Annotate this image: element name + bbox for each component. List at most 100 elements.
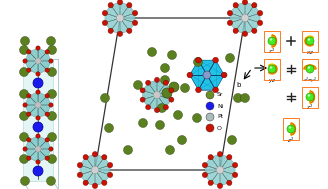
Circle shape [20,36,30,46]
Circle shape [252,2,257,8]
Circle shape [234,94,242,102]
Circle shape [20,177,30,185]
Circle shape [48,67,56,77]
Bar [302,30,318,51]
Polygon shape [190,60,224,90]
Circle shape [133,81,142,90]
Circle shape [208,155,213,160]
Circle shape [108,2,113,8]
Circle shape [48,154,56,163]
Circle shape [49,147,53,151]
Circle shape [91,166,99,174]
Circle shape [289,126,291,129]
Circle shape [45,112,49,116]
Circle shape [270,66,272,69]
Polygon shape [25,92,51,118]
Circle shape [36,72,40,76]
Circle shape [92,183,98,188]
Circle shape [117,31,123,36]
Circle shape [157,104,167,112]
Circle shape [233,172,238,177]
Circle shape [233,2,238,8]
Circle shape [306,37,314,45]
Circle shape [116,14,124,22]
Circle shape [206,102,214,110]
Polygon shape [272,35,277,47]
Circle shape [47,177,55,185]
Polygon shape [291,123,296,135]
Circle shape [35,58,41,64]
Circle shape [36,46,40,50]
Circle shape [92,152,98,157]
Circle shape [138,119,148,128]
Circle shape [83,180,88,185]
Circle shape [308,94,310,97]
Circle shape [221,72,227,78]
Circle shape [213,87,218,93]
Circle shape [217,152,223,157]
Circle shape [133,10,138,16]
Polygon shape [304,65,316,69]
Text: Ni: Ni [217,104,223,108]
Circle shape [193,114,201,122]
Circle shape [108,172,113,177]
Circle shape [140,88,145,93]
Circle shape [154,108,159,113]
Polygon shape [305,36,314,45]
Circle shape [23,147,27,151]
Circle shape [177,136,187,145]
Circle shape [227,180,232,185]
Text: Sr: Sr [217,92,223,98]
Bar [283,118,299,140]
Polygon shape [272,35,277,47]
Text: a: a [271,65,275,71]
Circle shape [233,28,238,33]
Polygon shape [310,91,315,103]
Text: $z^2$: $z^2$ [306,103,314,112]
Circle shape [174,111,182,119]
Circle shape [217,183,223,188]
Polygon shape [268,64,277,73]
Circle shape [203,71,211,79]
Circle shape [127,2,132,8]
Circle shape [227,10,233,16]
Circle shape [45,50,49,54]
Circle shape [160,64,170,73]
Circle shape [36,116,40,120]
Circle shape [240,94,250,102]
Circle shape [27,138,31,142]
Circle shape [148,47,156,57]
Circle shape [226,53,235,63]
Circle shape [160,75,170,84]
Circle shape [233,163,238,168]
Circle shape [48,46,56,54]
Polygon shape [23,59,53,181]
Circle shape [163,80,168,85]
Circle shape [194,57,202,67]
Circle shape [19,154,29,163]
Circle shape [19,46,29,54]
Circle shape [102,10,108,16]
Circle shape [206,113,214,121]
Bar [264,59,280,80]
Circle shape [154,77,159,82]
Circle shape [252,28,257,33]
Text: O: O [217,125,222,130]
Circle shape [117,0,123,5]
Circle shape [127,28,132,33]
Circle shape [242,0,248,5]
Text: $xz$: $xz$ [306,49,314,56]
Circle shape [268,37,276,45]
Circle shape [105,123,113,132]
Polygon shape [80,154,110,186]
Circle shape [33,122,43,132]
Circle shape [48,112,56,121]
Circle shape [208,180,213,185]
Text: $z^2$: $z^2$ [269,47,276,56]
Circle shape [100,94,110,102]
Circle shape [27,68,31,72]
Text: Pt: Pt [217,115,223,119]
Circle shape [36,90,40,94]
Circle shape [27,156,31,160]
Circle shape [35,102,41,108]
